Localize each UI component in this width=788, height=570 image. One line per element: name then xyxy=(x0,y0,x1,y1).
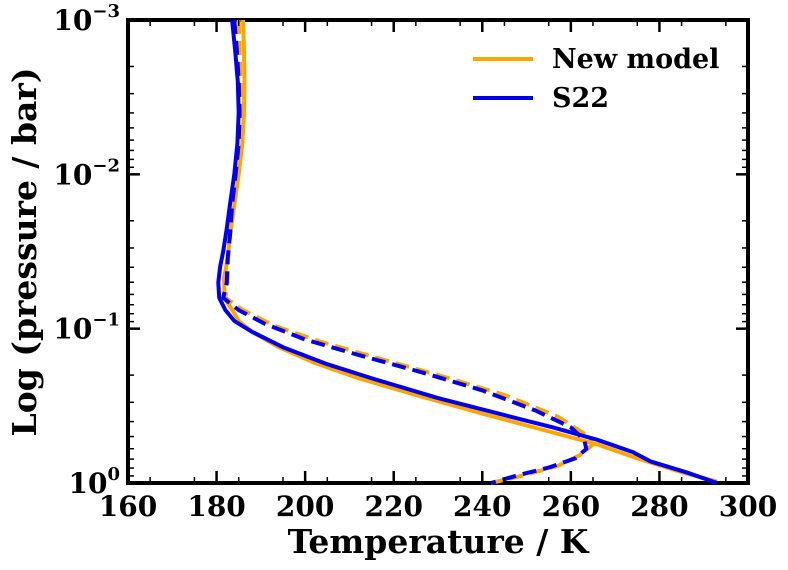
y-tick-exponent: 0 xyxy=(107,464,120,485)
x-tick-label: 300 xyxy=(719,490,777,523)
series-line-4 xyxy=(221,19,589,485)
legend-label-s22: S22 xyxy=(552,83,609,114)
x-tick-label: 280 xyxy=(630,490,688,523)
x-tick-label: 220 xyxy=(364,490,422,523)
x-tick-labels: 160 180 200 220 240 260 280 300 xyxy=(99,490,777,523)
x-axis-title: Temperature / K xyxy=(288,522,590,561)
y-tick-base: 10 xyxy=(69,467,108,500)
y-tick-label: 10−1 xyxy=(53,310,120,346)
x-tick-label: 240 xyxy=(453,490,511,523)
y-tick-exponent: −1 xyxy=(92,310,120,331)
plot-frame xyxy=(126,18,750,485)
x-tick-label: 200 xyxy=(276,490,334,523)
x-tick-label: 160 xyxy=(99,490,157,523)
legend: New model S22 xyxy=(473,44,719,114)
series-line-1 xyxy=(222,19,718,484)
y-tick-label: 100 xyxy=(69,464,121,500)
legend-label-new-model: New model xyxy=(552,44,719,75)
y-tick-base: 10 xyxy=(53,313,92,346)
y-tick-label: 10−2 xyxy=(53,155,120,191)
series-layer xyxy=(216,19,718,485)
y-tick-exponent: −2 xyxy=(92,155,120,176)
x-tick-label: 260 xyxy=(542,490,600,523)
ticks-layer xyxy=(126,18,750,485)
y-axis-title: Log (pressure / bar) xyxy=(5,68,44,437)
y-tick-exponent: −3 xyxy=(92,1,120,22)
x-tick-label: 180 xyxy=(187,490,245,523)
y-tick-base: 10 xyxy=(53,4,92,37)
y-tick-base: 10 xyxy=(53,158,92,191)
series-line-3 xyxy=(216,19,718,485)
y-tick-label: 10−3 xyxy=(53,1,120,37)
